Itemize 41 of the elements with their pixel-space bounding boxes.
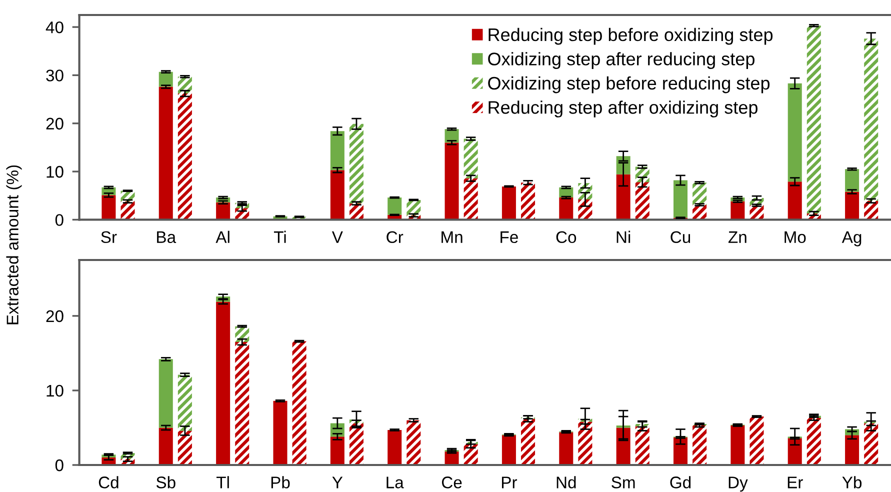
x-tick-label: Dy <box>728 476 748 492</box>
legend-label: Oxidizing step after reducing step <box>488 52 754 69</box>
x-tick-label: Er <box>788 476 803 488</box>
x-tick-label: Mn <box>442 231 462 243</box>
x-tick-label: Pr <box>502 476 518 488</box>
x-tick-label: Cu <box>670 231 690 244</box>
x-tick-label: V <box>332 231 343 243</box>
x-tick-label: Y <box>332 476 343 488</box>
y-tick-label: 10 <box>46 166 64 178</box>
x-tick-label: Zn <box>728 231 746 243</box>
x-tick-label: Pb <box>271 476 290 488</box>
x-tick-label: Sr <box>101 231 117 244</box>
x-tick-label: Tl <box>216 476 229 488</box>
x-tick-label: Gd <box>670 476 691 488</box>
legend-label: Reducing step after oxidizing step <box>488 100 758 118</box>
y-tick-label: 40 <box>46 21 64 34</box>
x-tick-label: Nd <box>556 476 576 488</box>
x-tick-label: Yb <box>842 476 862 488</box>
legend-label: Reducing step before oxidizing step <box>488 28 773 45</box>
x-tick-label: Cd <box>98 476 118 488</box>
legend-label: Oxidizing step before reducing step <box>488 76 770 94</box>
y-axis-title: Extracted amount (%) <box>6 165 22 324</box>
x-tick-label: Ti <box>274 230 286 243</box>
x-tick-label: Ni <box>616 230 630 243</box>
x-tick-label: Sb <box>156 476 176 488</box>
x-tick-label: La <box>386 476 404 488</box>
x-tick-label: Fe <box>500 231 518 244</box>
x-tick-label: Co <box>556 231 576 244</box>
y-tick-label: 0 <box>55 214 64 226</box>
x-tick-label: Ag <box>842 231 862 246</box>
y-tick-label: 20 <box>46 310 64 322</box>
y-tick-label: 30 <box>46 70 64 82</box>
x-tick-label: Ce <box>442 476 462 488</box>
y-tick-label: 10 <box>46 384 64 397</box>
x-tick-label: Mo <box>784 231 806 244</box>
y-tick-label: 0 <box>55 459 64 472</box>
x-tick-label: Sm <box>612 476 635 488</box>
y-tick-label: 20 <box>46 118 64 130</box>
x-tick-label: Al <box>216 230 230 243</box>
x-tick-label: Ba <box>157 231 176 244</box>
x-tick-label: Cr <box>386 231 404 244</box>
